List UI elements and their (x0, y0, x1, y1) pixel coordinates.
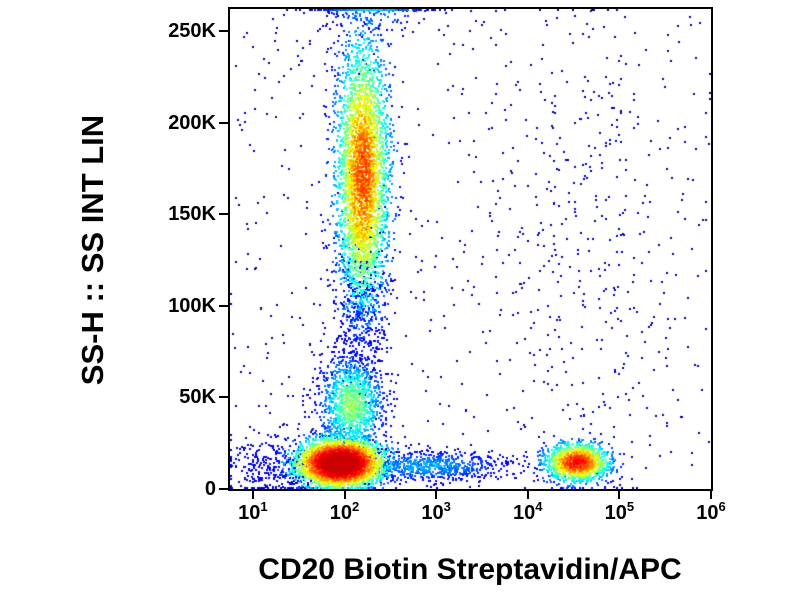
x-tick-exponent: 1 (260, 499, 268, 514)
y-tick-mark (219, 396, 228, 399)
x-tick-label: 102 (317, 499, 373, 525)
x-tick-label: 104 (500, 499, 556, 525)
y-tick-label: 100K (168, 294, 216, 317)
x-tick-exponent: 3 (443, 499, 451, 514)
x-tick-mantissa: 10 (329, 502, 353, 524)
x-tick-label: 105 (591, 499, 647, 525)
x-tick-mark (251, 491, 254, 499)
x-tick-exponent: 5 (626, 499, 635, 514)
scatter-canvas (230, 9, 711, 489)
x-tick-exponent: 6 (718, 499, 726, 514)
y-tick-label: 250K (168, 20, 216, 43)
plot-area (228, 7, 713, 491)
x-tick-mantissa: 10 (604, 502, 627, 524)
y-tick-mark (219, 213, 228, 216)
y-tick-mark (219, 304, 228, 307)
x-tick-label: 103 (408, 499, 464, 525)
y-tick-label: 200K (168, 111, 216, 134)
x-tick-mantissa: 10 (696, 502, 719, 524)
x-tick-mantissa: 10 (421, 502, 444, 524)
y-tick-label: 150K (168, 203, 216, 226)
x-tick-exponent: 2 (352, 499, 360, 514)
y-tick-mark (219, 121, 228, 124)
x-tick-mark (343, 491, 346, 499)
x-tick-mantissa: 10 (513, 502, 536, 524)
x-tick-mark (435, 491, 438, 499)
y-tick-label: 0 (204, 478, 216, 500)
y-axis-title: SS-H :: SS INT LIN (75, 114, 110, 386)
x-tick-label: 101 (225, 499, 281, 525)
x-tick-label: 106 (683, 499, 739, 525)
x-tick-mark (526, 491, 529, 499)
x-tick-mark (618, 491, 621, 499)
y-tick-mark (219, 30, 228, 33)
x-tick-mark (710, 491, 712, 499)
y-tick-label: 50K (179, 386, 216, 409)
y-tick-mark (219, 488, 228, 490)
x-tick-exponent: 4 (535, 499, 543, 514)
x-tick-mantissa: 10 (238, 502, 261, 524)
x-axis-title: CD20 Biotin Streptavidin/APC (258, 553, 682, 586)
